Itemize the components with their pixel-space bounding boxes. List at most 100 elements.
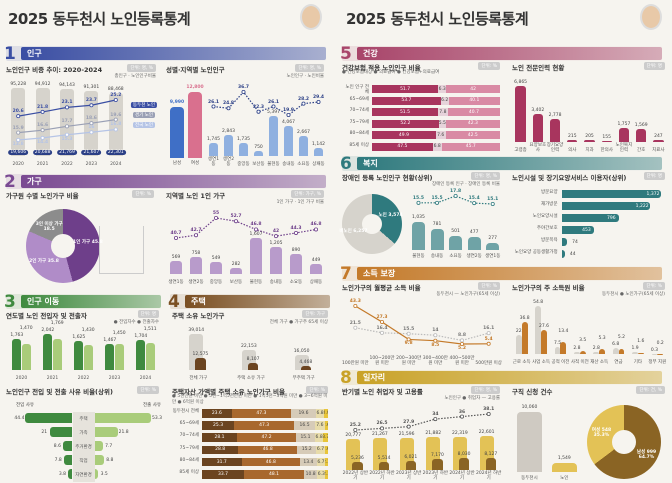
bar-value-label: 277: [488, 235, 498, 241]
unit-badge: 단위: 명, %: [295, 64, 324, 72]
chart-title: 주택자산 가액별 주택 소유 노인가구 비율: [172, 388, 285, 396]
line-point: [486, 331, 491, 336]
chart-title: 노인가구의 주 소득원 비율: [512, 284, 585, 292]
bar: [310, 263, 322, 274]
gender-value: 12,800: [186, 85, 204, 90]
line-value-label: 44.3: [290, 225, 302, 231]
gender-value: 9,990: [169, 99, 185, 105]
line-value-label: 17.7: [61, 119, 73, 125]
chart-legend: 1인 가구 · 1인 가구 비율: [276, 200, 324, 205]
section-header-8: 8 일자리: [340, 368, 662, 388]
chart-legend: 전체 가구 ● 가구주 65세 이상: [269, 320, 328, 325]
category-label: 생연2동: [222, 157, 235, 167]
category-label: 직업: [79, 459, 88, 464]
category-label: 소요동: [297, 162, 310, 167]
slice-label: 3인 이상 가구 18.5: [35, 221, 63, 232]
bar-value-label: 0.2: [656, 340, 664, 346]
bar-value-label: 2.8: [592, 345, 600, 351]
category-label: 2022: [77, 376, 90, 381]
bar-value-label: 4,067: [282, 120, 295, 126]
line-value-label: 25.2: [349, 423, 361, 428]
line-value-label: 25.2: [110, 93, 122, 98]
bar-value-label: 44.4: [14, 416, 25, 421]
line-point: [380, 319, 385, 324]
series-line: [418, 195, 493, 205]
bar: [60, 88, 74, 156]
bar: [430, 228, 444, 250]
section-number: 2: [4, 171, 16, 192]
section-label: 일자리: [357, 371, 662, 384]
category-label: 사적 이전: [570, 360, 589, 365]
chart-c1b: 성별·지역별 노인인구 단위: 명, % 노인인구 · 노인비율 9,990 남성 12,…: [166, 64, 326, 168]
bar: [105, 344, 115, 370]
line-value-label: 14.4: [37, 139, 49, 145]
section-header-3: 3 인구 이동: [4, 292, 161, 312]
section-number: 6: [340, 153, 352, 174]
stacked-segment: 47.3: [231, 409, 292, 418]
elderly-count-label: 20,688: [32, 150, 53, 155]
line-point: [460, 414, 465, 419]
category-label: 2020: [15, 376, 28, 381]
section-number: 1: [4, 43, 16, 64]
line-point: [472, 201, 477, 206]
line-point: [460, 342, 465, 347]
line-value-label: 19.9: [282, 108, 295, 113]
stacked-segment: 16.5: [294, 421, 316, 430]
line-point: [40, 135, 45, 140]
category-label: 2021: [46, 376, 59, 381]
stacked-segment: 6.2: [440, 96, 449, 105]
bar: [94, 427, 118, 437]
line-point: [211, 104, 216, 109]
category-label: 2023년 하반기: [422, 471, 448, 481]
row-label: 65~69세: [349, 96, 369, 102]
line-point: [241, 89, 246, 94]
line-point: [254, 227, 259, 232]
bar: [224, 135, 233, 156]
bar-value-label: 1,372: [646, 192, 660, 197]
bar-value-label: 758: [191, 251, 201, 257]
chart-c5a: 건강보험 적용 노인인구 비율 단위: % 노인 인구 전체 51.7 6.3 42 65~…: [342, 62, 502, 154]
stacked-segment: 47.2: [237, 433, 297, 443]
line-point: [65, 132, 70, 137]
bar-value-label: 39,014: [188, 328, 205, 333]
category-label: 공적 이전: [551, 360, 570, 365]
bar-value-label: 1,222: [635, 204, 649, 209]
chart-c4a: 주택 소유 노인가구 단위: 가구 전체 가구 ● 가구주 65세 이상 전체 가구 3…: [172, 310, 330, 382]
stacked-segment: 47.3: [234, 421, 295, 430]
bar: [561, 214, 620, 222]
category-label: 주거환경: [75, 445, 92, 450]
stacked-segment: 2.3: [325, 457, 328, 467]
chart-c3a: 연도별 노인 전입자 및 전출자 단위: 명 ● 전입자수 ● 전출자수 2020 1,…: [6, 310, 161, 382]
stacked-segment: 49.9: [372, 131, 436, 140]
unit-badge: 단위: %: [643, 282, 665, 290]
category-label: 상패동: [312, 162, 325, 167]
bar-value-label: 1,763: [10, 332, 24, 338]
line-value-label: 42: [272, 229, 280, 235]
chart-title: 노인인구 비중 추이: 2020-2024: [6, 66, 103, 74]
bar-value-label: 8,127: [484, 451, 498, 457]
bar-value-label: 750: [254, 144, 263, 150]
bar: [352, 462, 363, 470]
category-label: 2022년 하반기: [369, 471, 395, 481]
bar: [618, 127, 630, 142]
bar: [68, 469, 73, 479]
bar: [521, 321, 528, 354]
line-point: [380, 330, 385, 335]
category-label: 100~200만원 미만: [369, 356, 395, 366]
category-label: 생연1동: [485, 254, 501, 259]
bar-value-label: 6,021: [404, 455, 418, 461]
row-label: 재가방문: [541, 202, 558, 207]
stacked-segment: 7.6: [315, 421, 325, 430]
bar-value-label: 1,430: [81, 328, 95, 334]
bar-value-label: 4,468: [299, 359, 313, 365]
bar-value-label: 16,050: [293, 349, 310, 355]
line-point: [406, 331, 411, 336]
bar-value-label: 1,470: [19, 325, 33, 331]
line-value-label: 27.9: [403, 419, 415, 425]
bar-value-label: 1,450: [112, 331, 126, 337]
chart-c5b: 노인 전문인력 현황 단위: 명 고령층 6,865 요양보호사 3,402 장기요양 인력…: [512, 62, 667, 154]
stacked-segment: 15.2: [297, 445, 317, 455]
row-label: 주야간보호: [536, 226, 558, 231]
slice-label: 남성 999 64.7%: [636, 450, 657, 461]
chart-legend: 노인인구 ● 취업자 — 고용률: [444, 396, 500, 401]
